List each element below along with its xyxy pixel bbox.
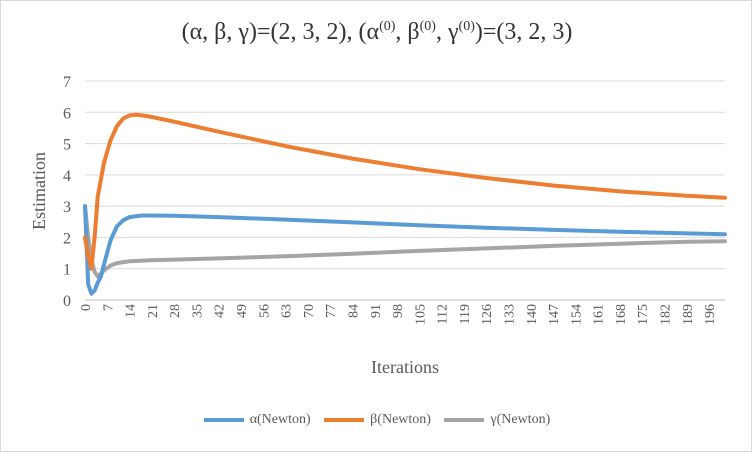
gridlines — [85, 80, 725, 270]
y-tick-label: 0 — [63, 293, 71, 310]
series-line — [83, 204, 727, 296]
legend-item-alpha: α(Newton) — [203, 412, 311, 428]
legend-swatch-beta — [324, 418, 365, 422]
y-tick-label: 2 — [63, 230, 71, 247]
title-part: , β — [395, 19, 420, 45]
series-line — [83, 112, 727, 271]
legend-swatch-gamma — [444, 418, 485, 422]
x-tick-label: 28 — [168, 304, 183, 318]
x-tick-label: 147 — [547, 304, 562, 325]
x-tick-label: 42 — [213, 304, 228, 318]
y-tick-label: 1 — [63, 262, 71, 279]
x-tick-label: 154 — [569, 304, 584, 325]
x-tick-label: 133 — [502, 304, 517, 325]
x-axis: 0 7 14 21 28 35 42 49 56 63 70 77 84 91 98 105 112 119 126… — [79, 299, 725, 325]
y-tick-label: 5 — [63, 137, 71, 154]
x-tick-label: 161 — [592, 304, 607, 325]
x-tick-label: 196 — [703, 304, 718, 325]
y-axis-ticks: 0 1 2 3 4 5 6 7 — [63, 74, 71, 310]
x-tick-label: 0 — [79, 304, 94, 311]
x-tick-label: 91 — [369, 304, 384, 318]
x-tick-label: 84 — [346, 304, 361, 318]
x-tick-label: 21 — [146, 304, 161, 318]
legend-item-beta: β(Newton) — [324, 412, 431, 428]
x-tick-label: 7 — [101, 304, 116, 311]
legend-label-gamma: γ(Newton) — [490, 412, 551, 427]
x-axis-label: Iterations — [371, 357, 439, 377]
x-tick-label: 112 — [436, 304, 451, 324]
x-tick-label: 105 — [413, 304, 428, 325]
x-tick-label: 140 — [525, 304, 540, 325]
y-axis-label: Estimation — [29, 152, 49, 230]
y-tick-label: 4 — [63, 168, 71, 185]
legend-label-beta: β(Newton) — [370, 412, 431, 427]
title-part: , γ — [435, 19, 459, 45]
y-tick-label: 7 — [63, 74, 71, 91]
y-tick-label: 6 — [63, 105, 71, 122]
title-superscript: (0) — [419, 19, 436, 34]
title-superscript: (0) — [458, 19, 475, 34]
title-superscript: (0) — [379, 19, 396, 34]
x-tick-label: 35 — [190, 304, 205, 318]
x-tick-label: 98 — [391, 304, 406, 318]
x-tick-label: 168 — [614, 304, 629, 325]
x-tick-label: 182 — [659, 304, 674, 325]
x-tick-label: 119 — [458, 304, 473, 324]
x-tick-label: 175 — [636, 304, 651, 325]
x-tick-label: 126 — [480, 304, 495, 325]
y-tick-label: 3 — [63, 199, 71, 216]
legend: α(Newton) β(Newton) γ(Newton) — [1, 411, 751, 428]
legend-item-gamma: γ(Newton) — [444, 412, 550, 428]
x-tick-label: 70 — [302, 304, 317, 318]
x-tick-label: 56 — [257, 304, 272, 318]
x-tick-label: 189 — [681, 304, 696, 325]
x-tick-label: 49 — [235, 304, 250, 318]
title-part: )=(3, 2, 3) — [474, 19, 573, 45]
title-part: (α, β, γ)=(2, 3, 2), (α — [181, 19, 380, 45]
x-tick-label: 63 — [280, 304, 295, 318]
chart-title: (α, β, γ)=(2, 3, 2), (α(0), β(0), γ(0))=… — [1, 19, 751, 46]
x-tick-label: 14 — [124, 304, 139, 318]
x-tick-label: 77 — [324, 304, 339, 318]
legend-swatch-alpha — [203, 418, 244, 422]
series-layer — [83, 112, 727, 296]
series-line — [83, 204, 727, 279]
legend-label-alpha: α(Newton) — [249, 412, 311, 427]
